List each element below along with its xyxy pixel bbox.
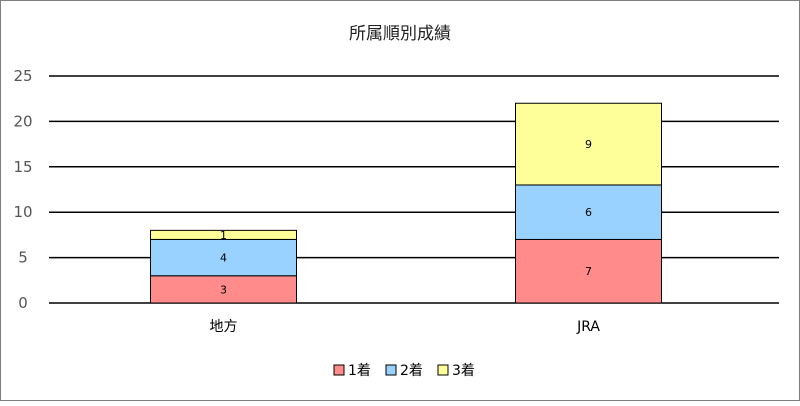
legend-label: 2着 — [400, 363, 423, 379]
legend: 1着 2着 3着 — [333, 363, 475, 379]
legend-swatch — [437, 364, 449, 376]
bar-segment — [150, 275, 297, 304]
y-tick-label: 15 — [13, 158, 32, 176]
bar-segment — [515, 102, 662, 186]
y-axis-tick-labels: 0 5 10 15 20 25 — [13, 67, 32, 312]
data-label: 1 — [220, 229, 227, 242]
data-label: 6 — [585, 206, 592, 219]
x-tick-label: 地方 — [210, 319, 238, 335]
legend-label: 3着 — [452, 363, 475, 379]
data-label: 9 — [585, 138, 592, 151]
chart-title: 所属順別成績 — [349, 24, 451, 44]
x-tick-label: JRA — [576, 319, 600, 335]
data-label: 3 — [220, 283, 227, 296]
bar-segment — [150, 229, 297, 240]
x-axis-tick-labels: 地方 JRA — [210, 319, 601, 335]
bar-segment — [515, 238, 662, 304]
y-tick-label: 25 — [13, 67, 32, 85]
y-tick-label: 20 — [13, 112, 32, 130]
bars: 3 4 1 7 6 9 — [150, 102, 662, 304]
legend-label: 1着 — [348, 363, 371, 379]
data-label: 4 — [220, 252, 227, 265]
y-tick-label: 0 — [18, 294, 28, 312]
legend-swatch — [333, 364, 345, 376]
bar-segment — [150, 238, 297, 277]
y-tick-label: 10 — [13, 203, 32, 221]
data-label: 7 — [585, 265, 592, 278]
legend-swatch — [385, 364, 397, 376]
y-tick-label: 5 — [18, 249, 28, 267]
